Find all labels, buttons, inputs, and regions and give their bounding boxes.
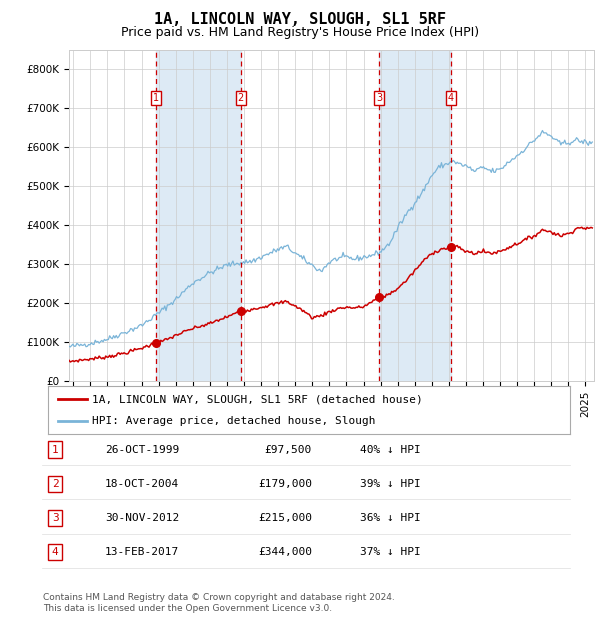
Text: 13-FEB-2017: 13-FEB-2017 [105,547,179,557]
Text: 1A, LINCOLN WAY, SLOUGH, SL1 5RF (detached house): 1A, LINCOLN WAY, SLOUGH, SL1 5RF (detach… [92,394,423,404]
Text: 3: 3 [52,513,59,523]
Text: £215,000: £215,000 [258,513,312,523]
Text: 4: 4 [448,93,454,103]
Text: Contains HM Land Registry data © Crown copyright and database right 2024.
This d: Contains HM Land Registry data © Crown c… [43,593,395,613]
Text: 1A, LINCOLN WAY, SLOUGH, SL1 5RF: 1A, LINCOLN WAY, SLOUGH, SL1 5RF [154,12,446,27]
Text: £344,000: £344,000 [258,547,312,557]
Text: £97,500: £97,500 [265,445,312,455]
Text: 2: 2 [238,93,244,103]
Text: 26-OCT-1999: 26-OCT-1999 [105,445,179,455]
Text: 37% ↓ HPI: 37% ↓ HPI [360,547,421,557]
Text: 39% ↓ HPI: 39% ↓ HPI [360,479,421,489]
Text: 36% ↓ HPI: 36% ↓ HPI [360,513,421,523]
Text: 40% ↓ HPI: 40% ↓ HPI [360,445,421,455]
Bar [155,50,241,381]
Text: 18-OCT-2004: 18-OCT-2004 [105,479,179,489]
Text: 3: 3 [376,93,382,103]
Text: 1: 1 [52,445,59,455]
Text: HPI: Average price, detached house, Slough: HPI: Average price, detached house, Slou… [92,417,376,427]
Text: 30-NOV-2012: 30-NOV-2012 [105,513,179,523]
Bar [379,50,451,381]
Text: Price paid vs. HM Land Registry's House Price Index (HPI): Price paid vs. HM Land Registry's House … [121,26,479,39]
Text: 1: 1 [152,93,158,103]
Text: 2: 2 [52,479,59,489]
Text: 4: 4 [52,547,59,557]
Text: £179,000: £179,000 [258,479,312,489]
